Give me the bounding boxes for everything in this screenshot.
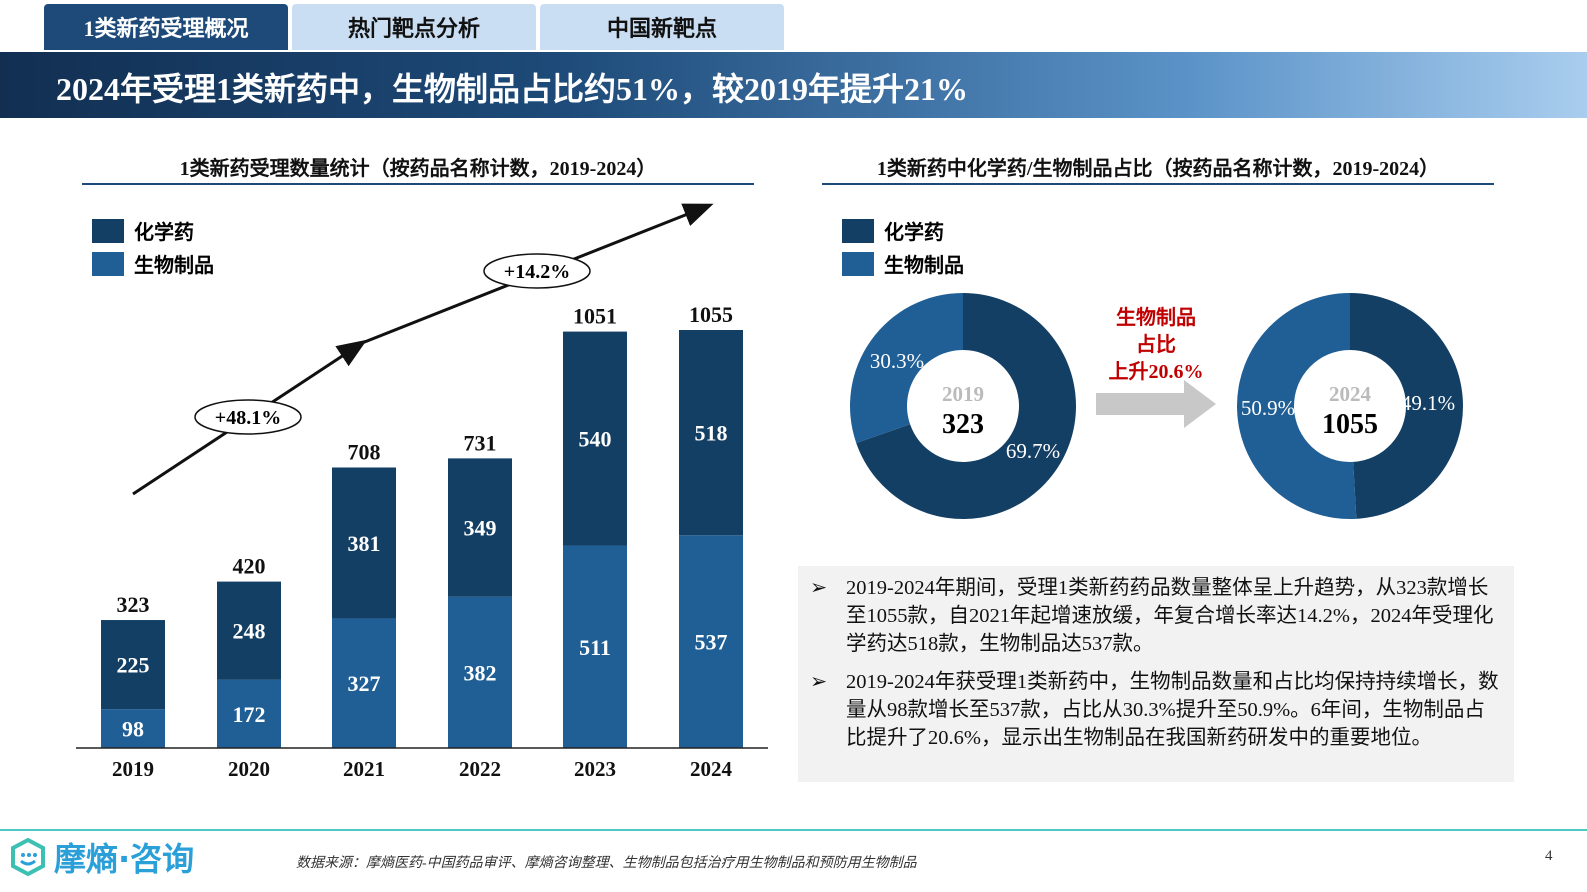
growth-badge: [194, 399, 302, 435]
bar-value-chem: 518: [695, 421, 728, 446]
x-tick-label: 2020: [228, 757, 270, 781]
donut-slice-bio: [1237, 293, 1357, 519]
bar-total-label: 323: [117, 592, 150, 617]
note-text: 2019-2024年期间，受理1类新药药品数量整体呈上升趋势，从323款增长至1…: [846, 577, 1494, 655]
bar-total-label: 708: [348, 439, 381, 464]
growth-badge: [483, 253, 591, 289]
bar-bio: [679, 535, 743, 748]
change-label: 占比: [1136, 333, 1176, 356]
donut-legend: 化学药 生物制品: [842, 214, 964, 280]
donut-year: 2024: [1329, 382, 1372, 406]
page-title: 2024年受理1类新药中，生物制品占比约51%，较2019年提升21%: [56, 71, 969, 107]
change-label: 生物制品: [1116, 305, 1196, 329]
donut-chart-title: 1类新药中化学药/生物制品占比（按药品名称计数，2019-2024）: [876, 158, 1440, 180]
bar-total-label: 731: [464, 430, 497, 455]
tab-overview[interactable]: 1类新药受理概况: [44, 4, 288, 50]
bar-bio: [448, 596, 512, 748]
divider: [82, 183, 754, 185]
bar-value-bio: 98: [122, 717, 144, 742]
bar-chem: [563, 331, 627, 546]
bar-chem: [448, 458, 512, 597]
donut-slice-bio: [850, 293, 963, 443]
bar-value-chem: 225: [117, 653, 150, 678]
bar-value-bio: 172: [233, 702, 266, 727]
bar-bio: [101, 709, 165, 748]
bar-chem: [217, 581, 281, 680]
slice-label: 49.1%: [1401, 391, 1455, 415]
legend-swatch-bio: [842, 251, 874, 276]
note-item: ➢ 2019-2024年获受理1类新药中，生物制品数量和占比均保持持续增长，数量从…: [810, 668, 1502, 752]
legend-swatch-chem: [842, 218, 874, 243]
donut-slice-chem: [1350, 293, 1463, 519]
bar-bio: [217, 679, 281, 748]
title-banner: 2024年受理1类新药中，生物制品占比约51%，较2019年提升21%: [0, 52, 1587, 118]
logo-text: 摩熵·咨询: [54, 840, 195, 878]
footer-divider: [0, 829, 1587, 831]
x-tick-label: 2021: [343, 757, 385, 781]
growth-label: +48.1%: [215, 407, 281, 429]
bar-value-bio: 511: [579, 635, 611, 660]
bar-value-chem: 540: [579, 427, 612, 452]
slice-label: 50.9%: [1241, 396, 1295, 420]
bar-chem: [679, 330, 743, 536]
legend-swatch-chem: [92, 218, 124, 243]
bullet-arrow-icon: ➢: [810, 671, 828, 693]
bar-total-label: 1055: [689, 302, 733, 327]
x-tick-label: 2019: [112, 757, 154, 781]
divider: [822, 183, 1494, 185]
legend-label: 生物制品: [134, 255, 214, 277]
tab-hot-targets[interactable]: 热门靶点分析: [292, 4, 536, 50]
bar-value-bio: 382: [464, 660, 497, 685]
bar-chart: 98 225 323 2019 172 248 420 2020 327 381 708 2021 38…: [76, 203, 768, 781]
x-tick-label: 2023: [574, 757, 616, 781]
tab-china-new-targets[interactable]: 中国新靶点: [540, 4, 784, 50]
donut-charts: 69.7% 30.3% 2019 323 49.1% 50.9% 2024 1055 生物制品占…: [850, 293, 1463, 519]
bar-chem: [332, 467, 396, 619]
growth-label: +14.2%: [504, 261, 570, 283]
bar-bio: [332, 618, 396, 748]
slice-label: 69.7%: [1006, 439, 1060, 463]
donut-total: 323: [942, 409, 984, 440]
bar-value-chem: 381: [348, 531, 381, 556]
legend-label: 生物制品: [884, 255, 964, 277]
bullet-arrow-icon: ➢: [810, 577, 828, 599]
data-source: 数据来源：摩熵医药-中国药品审评、摩熵咨询整理、生物制品包括治疗用生物制品和预防…: [296, 856, 917, 871]
note-item: ➢ 2019-2024年期间，受理1类新药药品数量整体呈上升趋势，从323款增长至…: [810, 574, 1502, 658]
bar-value-bio: 537: [695, 630, 728, 655]
bar-total-label: 420: [233, 554, 266, 579]
legend-swatch-bio: [92, 251, 124, 276]
bar-chem: [101, 620, 165, 710]
bar-bio: [563, 545, 627, 748]
bar-legend: 化学药 生物制品: [92, 214, 214, 280]
x-tick-label: 2024: [690, 757, 733, 781]
bar-value-bio: 327: [348, 671, 381, 696]
bar-total-label: 1051: [573, 304, 617, 329]
bar-chart-title: 1类新药受理数量统计（按药品名称计数，2019-2024）: [179, 158, 657, 180]
change-label: 上升20.6%: [1109, 360, 1204, 383]
donut-total: 1055: [1322, 409, 1378, 440]
legend-label: 化学药: [134, 222, 194, 244]
slice-label: 30.3%: [870, 349, 924, 373]
donut-slice-chem: [856, 293, 1076, 519]
donut-year: 2019: [942, 382, 984, 406]
bar-value-chem: 248: [233, 619, 266, 644]
page-number: 4: [1545, 848, 1553, 864]
note-text: 2019-2024年获受理1类新药中，生物制品数量和占比均保持持续增长，数量从9…: [846, 671, 1499, 749]
logo: 摩熵·咨询: [8, 834, 194, 880]
bar-value-chem: 349: [464, 516, 497, 541]
x-tick-label: 2022: [459, 757, 501, 781]
legend-label: 化学药: [884, 222, 944, 244]
logo-icon: [11, 837, 45, 877]
change-arrow-icon: [1096, 380, 1216, 428]
notes-box: ➢ 2019-2024年期间，受理1类新药药品数量整体呈上升趋势，从323款增长至…: [798, 566, 1514, 782]
